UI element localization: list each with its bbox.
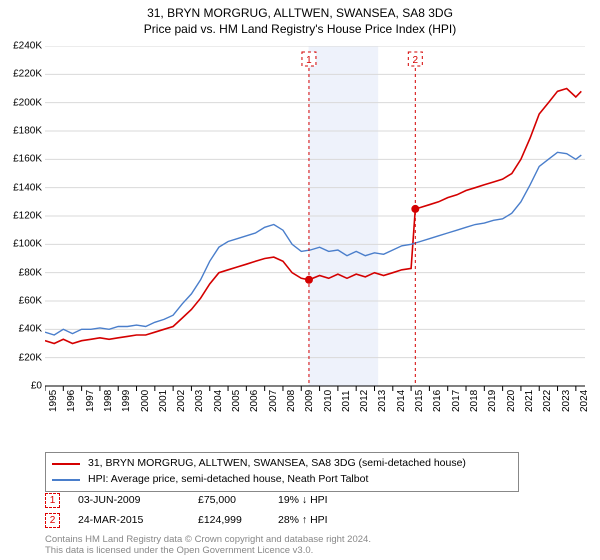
sale-price-2: £124,999 — [198, 514, 278, 526]
sale-date-1: 03-JUN-2009 — [78, 494, 198, 506]
sale-price-1: £75,000 — [198, 494, 278, 506]
sale-row-2: 2 24-MAR-2015 £124,999 28% ↑ HPI — [45, 512, 378, 528]
footer-line2: This data is licensed under the Open Gov… — [45, 545, 371, 556]
sale-row-1: 1 03-JUN-2009 £75,000 19% ↓ HPI — [45, 492, 378, 508]
sale-date-2: 24-MAR-2015 — [78, 514, 198, 526]
sale-marker-2: 2 — [45, 513, 60, 528]
line-chart: 12 — [45, 46, 585, 406]
chart-container: 31, BRYN MORGRUG, ALLTWEN, SWANSEA, SA8 … — [0, 0, 600, 560]
ytick-label: £160K — [2, 154, 42, 165]
ytick-label: £80K — [2, 267, 42, 278]
legend-swatch-property — [52, 463, 80, 465]
ytick-label: £0 — [2, 381, 42, 392]
footer-note: Contains HM Land Registry data © Crown c… — [45, 534, 371, 557]
title-block: 31, BRYN MORGRUG, ALLTWEN, SWANSEA, SA8 … — [0, 0, 600, 37]
sales-table: 1 03-JUN-2009 £75,000 19% ↓ HPI 2 24-MAR… — [45, 492, 378, 532]
ytick-label: £120K — [2, 211, 42, 222]
legend-label-property: 31, BRYN MORGRUG, ALLTWEN, SWANSEA, SA8 … — [88, 456, 466, 472]
ytick-label: £40K — [2, 324, 42, 335]
legend-label-hpi: HPI: Average price, semi-detached house,… — [88, 472, 368, 488]
sale-marker-1: 1 — [45, 493, 60, 508]
ytick-label: £20K — [2, 352, 42, 363]
sale-diff-1: 19% ↓ HPI — [278, 494, 378, 506]
ytick-label: £140K — [2, 182, 42, 193]
title-address: 31, BRYN MORGRUG, ALLTWEN, SWANSEA, SA8 … — [0, 6, 600, 22]
ytick-label: £100K — [2, 239, 42, 250]
ytick-label: £220K — [2, 69, 42, 80]
ytick-label: £200K — [2, 97, 42, 108]
svg-text:2: 2 — [413, 55, 419, 66]
legend-item-hpi: HPI: Average price, semi-detached house,… — [52, 472, 512, 488]
ytick-label: £240K — [2, 41, 42, 52]
ytick-label: £60K — [2, 296, 42, 307]
ytick-label: £180K — [2, 126, 42, 137]
legend-item-property: 31, BRYN MORGRUG, ALLTWEN, SWANSEA, SA8 … — [52, 456, 512, 472]
legend-swatch-hpi — [52, 479, 80, 481]
sale-diff-2: 28% ↑ HPI — [278, 514, 378, 526]
title-subtitle: Price paid vs. HM Land Registry's House … — [0, 22, 600, 38]
svg-text:1: 1 — [306, 55, 312, 66]
legend: 31, BRYN MORGRUG, ALLTWEN, SWANSEA, SA8 … — [45, 452, 519, 492]
footer-line1: Contains HM Land Registry data © Crown c… — [45, 534, 371, 545]
